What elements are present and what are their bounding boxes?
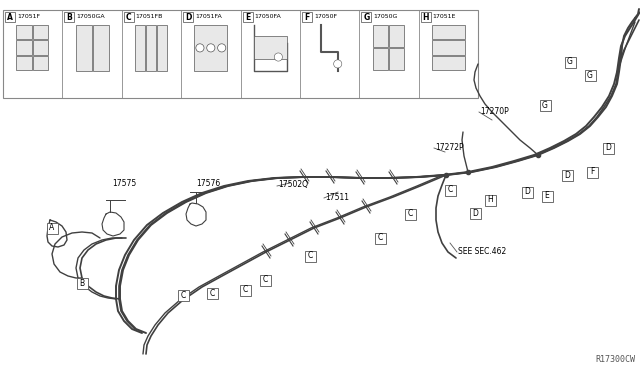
Bar xyxy=(484,195,495,205)
Bar xyxy=(17,25,32,39)
Bar xyxy=(17,55,32,70)
Text: C: C xyxy=(408,209,413,218)
Text: G: G xyxy=(587,71,593,80)
Text: 17575: 17575 xyxy=(112,179,136,187)
Text: H: H xyxy=(422,13,429,22)
Text: C: C xyxy=(180,291,186,299)
Bar xyxy=(93,25,109,71)
Text: 17051FB: 17051FB xyxy=(136,15,163,19)
Bar xyxy=(195,25,227,71)
Text: D: D xyxy=(472,208,478,218)
Bar xyxy=(541,190,552,202)
Bar xyxy=(420,12,431,22)
Text: 17502Q: 17502Q xyxy=(278,180,308,189)
Text: R17300CW: R17300CW xyxy=(595,355,635,364)
Text: 17050F: 17050F xyxy=(314,15,337,19)
Bar xyxy=(470,208,481,218)
Text: C: C xyxy=(262,276,268,285)
Text: C: C xyxy=(447,186,452,195)
Bar xyxy=(584,70,595,80)
Text: G: G xyxy=(363,13,369,22)
Bar xyxy=(207,288,218,298)
Bar xyxy=(445,185,456,196)
Text: C: C xyxy=(378,234,383,243)
Text: C: C xyxy=(209,289,214,298)
Bar xyxy=(157,25,167,71)
Text: D: D xyxy=(185,13,191,22)
Text: B: B xyxy=(79,279,84,288)
Bar xyxy=(389,48,404,70)
Text: D: D xyxy=(524,187,530,196)
Bar xyxy=(5,12,15,22)
Bar xyxy=(372,48,388,70)
Bar xyxy=(33,55,48,70)
Bar xyxy=(374,232,385,244)
Text: 17511: 17511 xyxy=(325,193,349,202)
Bar xyxy=(33,25,48,39)
Bar xyxy=(586,167,598,177)
Text: B: B xyxy=(67,13,72,22)
Bar xyxy=(33,40,48,55)
Text: 17050G: 17050G xyxy=(373,15,397,19)
Bar xyxy=(564,57,575,67)
Bar xyxy=(305,250,316,262)
Bar xyxy=(183,12,193,22)
Text: 17051F: 17051F xyxy=(17,15,40,19)
Circle shape xyxy=(275,53,282,61)
Text: A: A xyxy=(7,13,13,22)
Text: D: D xyxy=(605,144,611,153)
Text: 17270P: 17270P xyxy=(480,108,509,116)
Bar xyxy=(124,12,134,22)
Bar xyxy=(3,10,478,98)
Text: C: C xyxy=(243,285,248,295)
Text: 17051E: 17051E xyxy=(433,15,456,19)
Text: 17576: 17576 xyxy=(196,179,220,187)
Bar xyxy=(243,12,253,22)
Bar xyxy=(177,289,189,301)
Text: G: G xyxy=(542,100,548,109)
Text: 17051FA: 17051FA xyxy=(195,15,222,19)
Bar xyxy=(540,99,550,110)
Bar xyxy=(522,186,532,198)
Bar xyxy=(146,25,156,71)
Bar xyxy=(432,55,465,70)
Text: E: E xyxy=(545,192,549,201)
Bar xyxy=(239,285,250,295)
Circle shape xyxy=(207,44,215,52)
Bar xyxy=(135,25,145,71)
Text: 17272P: 17272P xyxy=(435,144,463,153)
Text: D: D xyxy=(564,170,570,180)
Bar xyxy=(254,36,287,59)
Text: H: H xyxy=(487,196,493,205)
Text: E: E xyxy=(245,13,250,22)
Bar xyxy=(76,25,92,71)
Circle shape xyxy=(333,60,342,68)
Bar xyxy=(389,25,404,47)
Text: 17050GA: 17050GA xyxy=(76,15,105,19)
Bar xyxy=(404,208,415,219)
Bar xyxy=(372,25,388,47)
Bar xyxy=(259,275,271,285)
Text: SEE SEC.462: SEE SEC.462 xyxy=(458,247,506,257)
Bar xyxy=(302,12,312,22)
Circle shape xyxy=(196,44,204,52)
Bar xyxy=(432,25,465,39)
Bar xyxy=(65,12,74,22)
Text: F: F xyxy=(590,167,594,176)
Text: G: G xyxy=(567,58,573,67)
Text: 17050FA: 17050FA xyxy=(255,15,281,19)
Bar xyxy=(77,278,88,289)
Bar xyxy=(17,40,32,55)
Bar xyxy=(561,170,573,180)
Text: C: C xyxy=(126,13,132,22)
Bar xyxy=(432,40,465,55)
Circle shape xyxy=(218,44,226,52)
Bar xyxy=(602,142,614,154)
Text: A: A xyxy=(49,224,54,232)
Bar xyxy=(47,222,58,234)
Bar xyxy=(361,12,371,22)
Text: C: C xyxy=(307,251,312,260)
Text: F: F xyxy=(304,13,310,22)
